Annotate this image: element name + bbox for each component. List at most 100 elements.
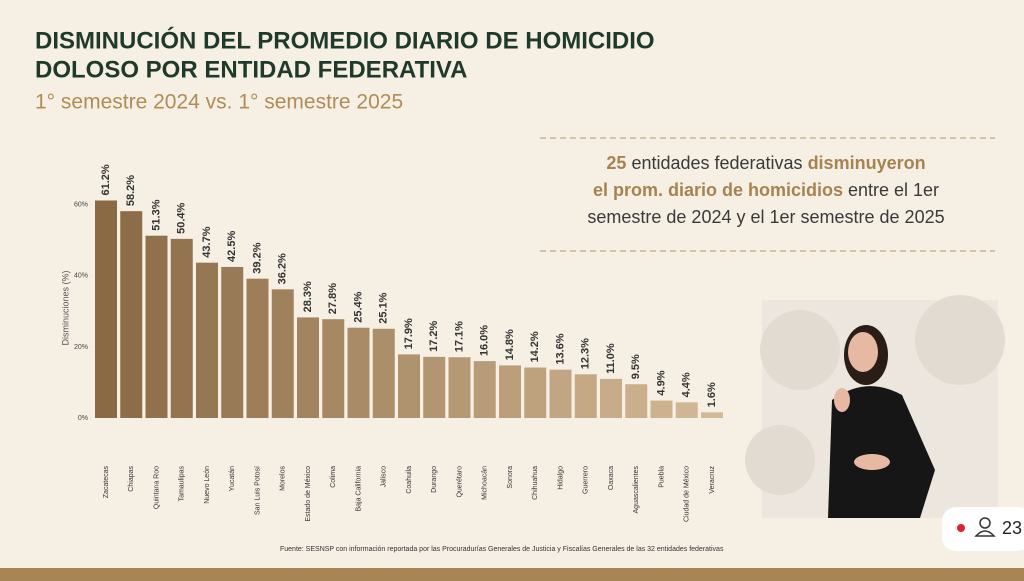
bottom-stripe bbox=[0, 568, 1024, 581]
bar bbox=[246, 278, 269, 418]
bar bbox=[600, 378, 622, 418]
x-tick-label: Durango bbox=[431, 466, 438, 493]
bar bbox=[322, 319, 345, 418]
bar bbox=[372, 328, 395, 418]
callout-line: el prom. diario de homicidios entre el 1… bbox=[540, 177, 992, 204]
x-tick-label: Puebla bbox=[658, 466, 665, 488]
y-tick-label: 0% bbox=[78, 415, 88, 422]
value-label: 25.4% bbox=[352, 291, 364, 322]
x-tick-label: Oaxaca bbox=[608, 466, 615, 490]
x-tick-label: Yucatán bbox=[229, 466, 236, 491]
x-tick-label: Chihuahua bbox=[532, 466, 539, 500]
x-tick-label: Zacatecas bbox=[103, 466, 110, 499]
bar bbox=[170, 238, 193, 418]
value-label: 4.9% bbox=[655, 370, 667, 395]
x-tick-label: Veracruz bbox=[709, 466, 716, 494]
value-label: 17.9% bbox=[403, 318, 415, 349]
value-label: 39.2% bbox=[251, 242, 263, 273]
y-tick-label: 60% bbox=[74, 202, 88, 209]
bar bbox=[549, 369, 572, 418]
title-line: DISMINUCIÓN DEL PROMEDIO DIARIO DE HOMIC… bbox=[35, 26, 655, 54]
bar bbox=[650, 400, 673, 418]
value-label: 9.5% bbox=[630, 354, 642, 379]
value-label: 27.8% bbox=[327, 283, 339, 314]
x-tick-label: San Luis Potosí bbox=[254, 466, 261, 515]
bar bbox=[271, 289, 294, 418]
callout-line: 25 entidades federativas disminuyeron bbox=[540, 150, 992, 177]
bar bbox=[574, 374, 597, 418]
x-tick-label: Quintana Roo bbox=[153, 466, 160, 509]
x-tick-label: Jalisco bbox=[381, 466, 388, 488]
bar bbox=[423, 356, 446, 418]
y-tick-label: 40% bbox=[74, 273, 88, 280]
value-label: 61.2% bbox=[100, 164, 112, 195]
bar bbox=[196, 262, 218, 418]
value-label: 14.2% bbox=[529, 331, 541, 362]
live-badge[interactable]: 23 bbox=[942, 507, 1024, 551]
bar bbox=[499, 365, 521, 418]
callout-text: el prom. diario de homicidios bbox=[592, 180, 843, 200]
x-tick-label: Ciudad de México bbox=[684, 466, 691, 522]
y-tick-label: 20% bbox=[74, 344, 88, 351]
value-label: 4.4% bbox=[681, 372, 693, 397]
subtitle: 1° semestre 2024 vs. 1° semestre 2025 bbox=[35, 91, 403, 114]
x-tick-label: Querétaro bbox=[456, 466, 463, 498]
value-label: 36.2% bbox=[277, 253, 289, 284]
x-tick-label: Tamaulipas bbox=[179, 466, 186, 502]
x-tick-label: Hidalgo bbox=[557, 466, 564, 490]
x-tick-label: Chiapas bbox=[128, 466, 135, 492]
x-tick-label: Guerrero bbox=[583, 466, 590, 494]
value-label: 11.0% bbox=[605, 343, 617, 374]
bar bbox=[398, 354, 420, 418]
value-label: 50.4% bbox=[176, 202, 188, 233]
x-tick-label: Estado de México bbox=[305, 466, 312, 522]
bar bbox=[675, 402, 698, 418]
bar bbox=[448, 357, 471, 418]
callout-text: semestre de 2024 y el 1er semestre de 20… bbox=[587, 207, 945, 227]
callout-text: entidades federativas bbox=[626, 153, 808, 173]
bar bbox=[221, 266, 244, 418]
value-label: 14.8% bbox=[504, 329, 516, 360]
callout-text: disminuyeron bbox=[807, 153, 926, 173]
value-label: 25.1% bbox=[378, 292, 390, 323]
y-axis-label: Disminuciones (%) bbox=[60, 270, 70, 345]
bar bbox=[524, 367, 547, 418]
bar bbox=[297, 317, 319, 418]
title-line: DOLOSO POR ENTIDAD FEDERATIVA bbox=[35, 56, 467, 83]
callout-text: entre el 1er bbox=[842, 180, 940, 200]
bar bbox=[95, 200, 117, 418]
value-label: 12.3% bbox=[580, 338, 592, 369]
bar bbox=[625, 384, 648, 418]
value-label: 13.6% bbox=[554, 333, 566, 364]
bar bbox=[347, 327, 370, 418]
x-tick-label: Baja California bbox=[355, 466, 362, 512]
value-label: 17.1% bbox=[453, 321, 465, 352]
bar bbox=[701, 412, 723, 418]
bar bbox=[120, 211, 143, 418]
value-label: 16.0% bbox=[479, 325, 491, 356]
value-label: 17.2% bbox=[428, 320, 440, 351]
bar bbox=[145, 235, 168, 418]
callout-line: semestre de 2024 y el 1er semestre de 20… bbox=[540, 204, 992, 231]
x-tick-label: Michoacán bbox=[482, 466, 489, 500]
x-tick-label: Coahuila bbox=[406, 466, 413, 494]
value-label: 1.6% bbox=[706, 382, 718, 407]
value-label: 28.3% bbox=[302, 281, 314, 312]
value-label: 42.5% bbox=[226, 231, 238, 262]
x-tick-label: Morelos bbox=[280, 466, 287, 491]
viewer-count: 23 bbox=[1002, 518, 1022, 538]
x-tick-label: Colima bbox=[330, 466, 337, 488]
x-tick-label: Sonora bbox=[507, 466, 514, 489]
bar bbox=[473, 361, 496, 418]
value-label: 51.3% bbox=[150, 199, 162, 230]
callout-text: 25 bbox=[606, 153, 627, 173]
value-label: 58.2% bbox=[125, 175, 137, 206]
value-label: 43.7% bbox=[201, 226, 213, 257]
x-tick-label: Aguascalientes bbox=[633, 466, 640, 514]
callout: 25 entidades federativas disminuyeron el … bbox=[540, 150, 992, 231]
source-note: Fuente: SESNSP con información reportada… bbox=[280, 546, 724, 553]
x-tick-label: Nuevo León bbox=[204, 466, 211, 504]
video-panel bbox=[745, 295, 1005, 518]
